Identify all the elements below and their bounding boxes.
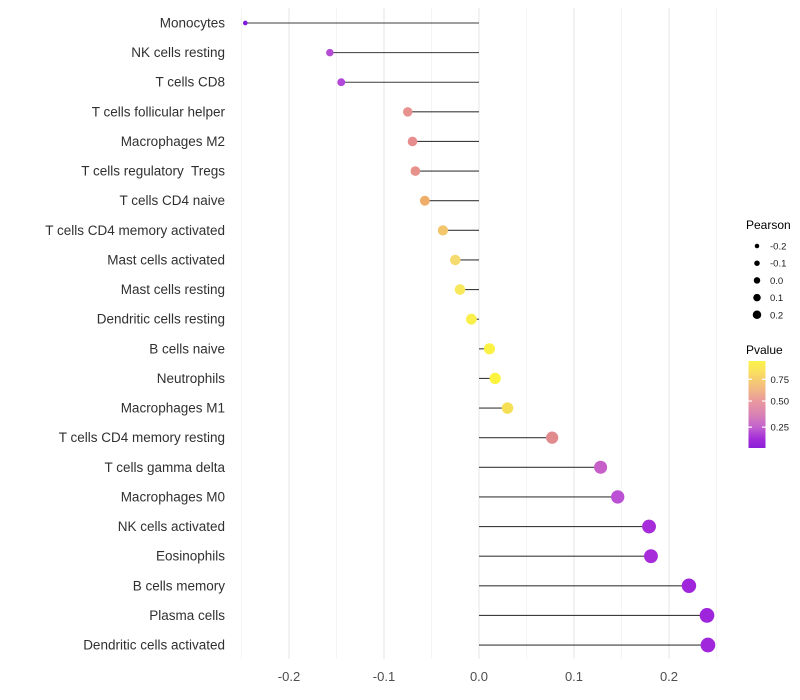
x-tick-label: 0.2 xyxy=(660,669,678,684)
lollipop-dot xyxy=(594,460,608,474)
x-tick-label: 0.1 xyxy=(565,669,583,684)
size-legend-key-dot xyxy=(753,277,761,284)
size-legend-key-dot xyxy=(753,293,761,302)
x-tick-label: 0.0 xyxy=(470,669,488,684)
category-label: T cells CD4 memory activated xyxy=(45,223,225,238)
lollipop-dot xyxy=(450,254,461,266)
lollipop-dot xyxy=(644,549,658,564)
lollipop-dot xyxy=(489,372,501,385)
category-label: T cells CD4 naive xyxy=(119,193,225,208)
x-tick-label: -0.1 xyxy=(373,669,395,684)
category-label: Dendritic cells activated xyxy=(83,638,225,653)
category-label: Dendritic cells resting xyxy=(97,312,225,327)
colorbar-title: Pvalue xyxy=(746,343,783,357)
size-legend-key-label: 0.0 xyxy=(770,276,783,287)
category-label: Macrophages M1 xyxy=(121,401,225,416)
colorbar-tick-label: 0.25 xyxy=(771,423,790,434)
category-label: T cells follicular helper xyxy=(92,104,226,119)
colorbar-gradient xyxy=(748,361,766,448)
size-legend-key-label: 0.1 xyxy=(770,293,783,304)
lollipop-dot xyxy=(403,107,413,117)
lollipop-dot xyxy=(337,78,346,87)
category-label: B cells memory xyxy=(133,578,226,593)
category-label: T cells CD8 xyxy=(155,75,225,90)
x-tick-label: -0.2 xyxy=(278,669,300,684)
category-label: T cells CD4 memory resting xyxy=(59,430,225,445)
size-legend-key-label: -0.2 xyxy=(770,242,786,253)
lollipop-dot xyxy=(454,284,466,295)
size-legend-title: Pearson xyxy=(746,218,791,232)
category-label: T cells regulatory Tregs xyxy=(81,164,225,179)
lollipop-dot xyxy=(242,20,248,26)
lollipop-dot xyxy=(546,431,559,444)
category-label: Macrophages M0 xyxy=(121,489,225,504)
category-label: Monocytes xyxy=(160,16,226,31)
category-label: Neutrophils xyxy=(157,371,226,386)
category-label: B cells naive xyxy=(149,341,225,356)
lollipop-dot xyxy=(419,195,430,206)
category-label: T cells gamma delta xyxy=(104,460,225,475)
category-label: Plasma cells xyxy=(149,608,225,623)
size-legend-key-dot xyxy=(754,260,760,266)
category-label: NK cells resting xyxy=(131,45,225,60)
size-legend-key-dot xyxy=(752,310,762,320)
colorbar-tick-label: 0.50 xyxy=(771,397,790,408)
category-label: Mast cells resting xyxy=(121,282,225,297)
lollipop-dot xyxy=(681,578,697,593)
lollipop-dot xyxy=(642,519,656,534)
lollipop-dot xyxy=(483,343,496,355)
lollipop-dot xyxy=(699,608,715,623)
category-label: Macrophages M2 xyxy=(121,134,225,149)
lollipop-dot xyxy=(326,48,334,57)
category-label: Mast cells activated xyxy=(107,252,225,267)
category-label: NK cells activated xyxy=(118,519,225,534)
lollipop-dot xyxy=(437,225,449,236)
lollipop-dot xyxy=(465,313,477,325)
lollipop-dot xyxy=(611,490,625,504)
lollipop-dot xyxy=(407,136,418,147)
colorbar-tick-label: 0.75 xyxy=(771,375,790,386)
lollipop-dot xyxy=(410,166,421,176)
category-label: Eosinophils xyxy=(156,549,225,564)
lollipop-dot xyxy=(501,402,514,414)
size-legend-key-dot xyxy=(754,243,760,249)
size-legend-key-label: 0.2 xyxy=(770,310,783,321)
lollipop-dot xyxy=(700,637,716,653)
size-legend-key-label: -0.1 xyxy=(770,259,786,270)
